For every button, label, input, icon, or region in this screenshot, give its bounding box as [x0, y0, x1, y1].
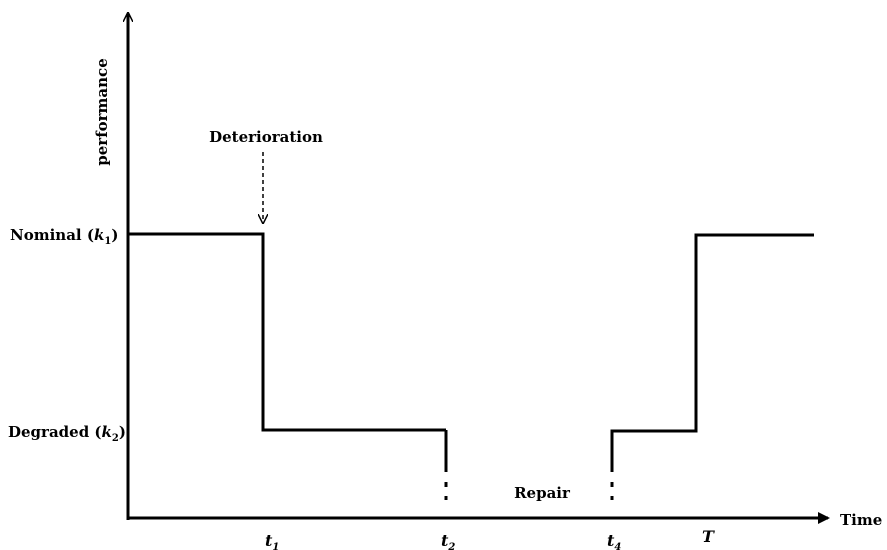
time-mark-t2-symbol: t — [441, 531, 449, 550]
time-mark-t1-sub: 1 — [272, 542, 279, 550]
time-mark-t1: t1 — [265, 531, 279, 550]
degraded-symbol: k — [102, 423, 112, 441]
time-mark-t4-sub: 4 — [614, 542, 621, 550]
degraded-close: ) — [119, 423, 126, 441]
degraded-level-label: Degraded (k2) — [8, 423, 126, 444]
degraded-sub: 2 — [112, 433, 119, 444]
nominal-label-text: Nominal ( — [10, 226, 94, 244]
x-axis-label: Time — [840, 511, 882, 529]
time-mark-t4-symbol: t — [607, 531, 615, 550]
time-mark-t2: t2 — [441, 531, 455, 550]
repair-label: Repair — [514, 484, 571, 502]
time-mark-T: T — [702, 527, 715, 546]
time-mark-T-symbol: T — [702, 527, 715, 546]
time-mark-t1-symbol: t — [265, 531, 273, 550]
nominal-symbol: k — [94, 226, 104, 244]
y-axis-label: performance — [93, 58, 111, 165]
nominal-close: ) — [111, 226, 118, 244]
degraded-label-text: Degraded ( — [8, 423, 102, 441]
deterioration-label: Deterioration — [209, 128, 323, 146]
performance-line-before-repair — [128, 232, 446, 432]
time-mark-t4: t4 — [607, 531, 621, 550]
nominal-level-label: Nominal (k1) — [10, 226, 118, 247]
nominal-sub: 1 — [104, 236, 111, 247]
time-mark-t2-sub: 2 — [447, 542, 455, 550]
performance-line-after-repair — [610, 233, 814, 472]
